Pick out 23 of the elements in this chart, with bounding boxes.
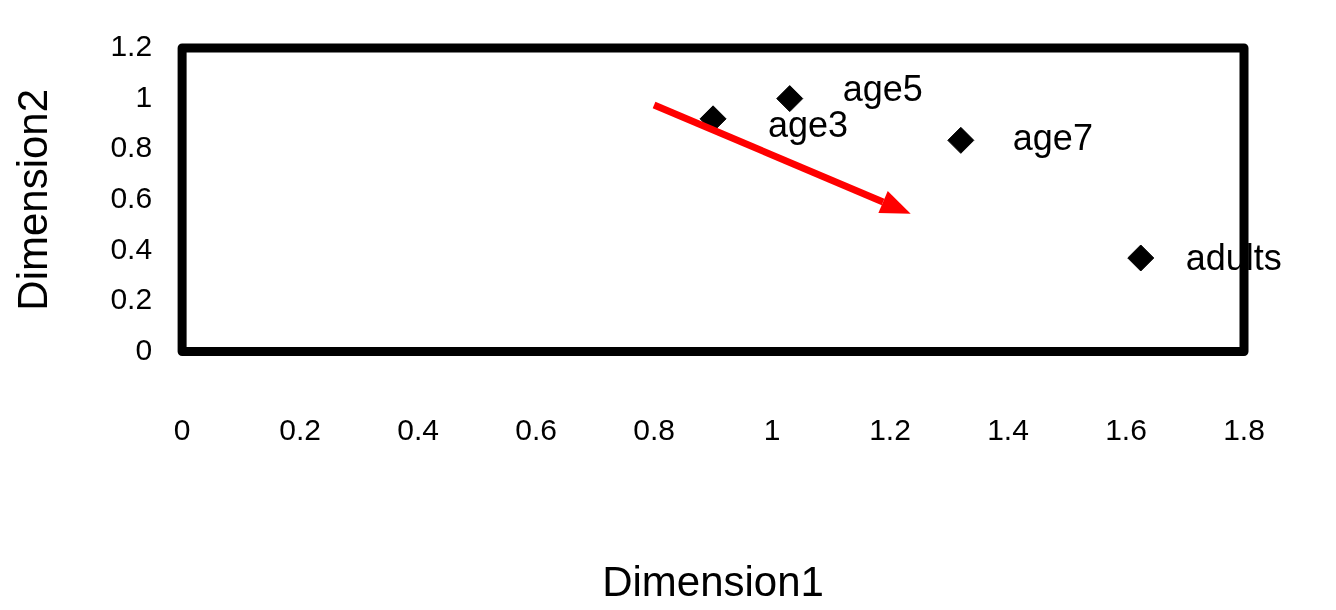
y-tick-label: 0 [135, 332, 153, 366]
x-tick-label: 1.6 [1105, 412, 1147, 446]
y-tick-label: 1 [135, 79, 153, 113]
x-tick-label: 0.6 [515, 412, 557, 446]
x-tick-label: 0.4 [397, 412, 439, 446]
y-axis-title: Dimension2 [8, 88, 56, 311]
x-tick-label: 1.4 [987, 412, 1029, 446]
point [947, 126, 975, 154]
x-tick-label: 1.2 [869, 412, 911, 446]
y-tick-label: 0.6 [110, 181, 153, 215]
y-tick-label: 0.8 [110, 130, 153, 164]
y-tick-label: 0.2 [110, 282, 153, 316]
y-tick-label: 0.4 [110, 231, 153, 265]
x-tick-label: 0.8 [633, 412, 675, 446]
x-tick-label: 1.8 [1223, 412, 1265, 446]
annotation: age7 [1012, 117, 1093, 159]
x-tick-label: 1 [763, 412, 781, 446]
y-tick-label: 1.2 [110, 29, 153, 63]
point [776, 85, 804, 113]
x-tick-label: 0.2 [279, 412, 321, 446]
x-axis-title: Dimension1 [602, 558, 824, 606]
x-tick-label: 0 [173, 412, 191, 446]
point [1127, 244, 1155, 272]
